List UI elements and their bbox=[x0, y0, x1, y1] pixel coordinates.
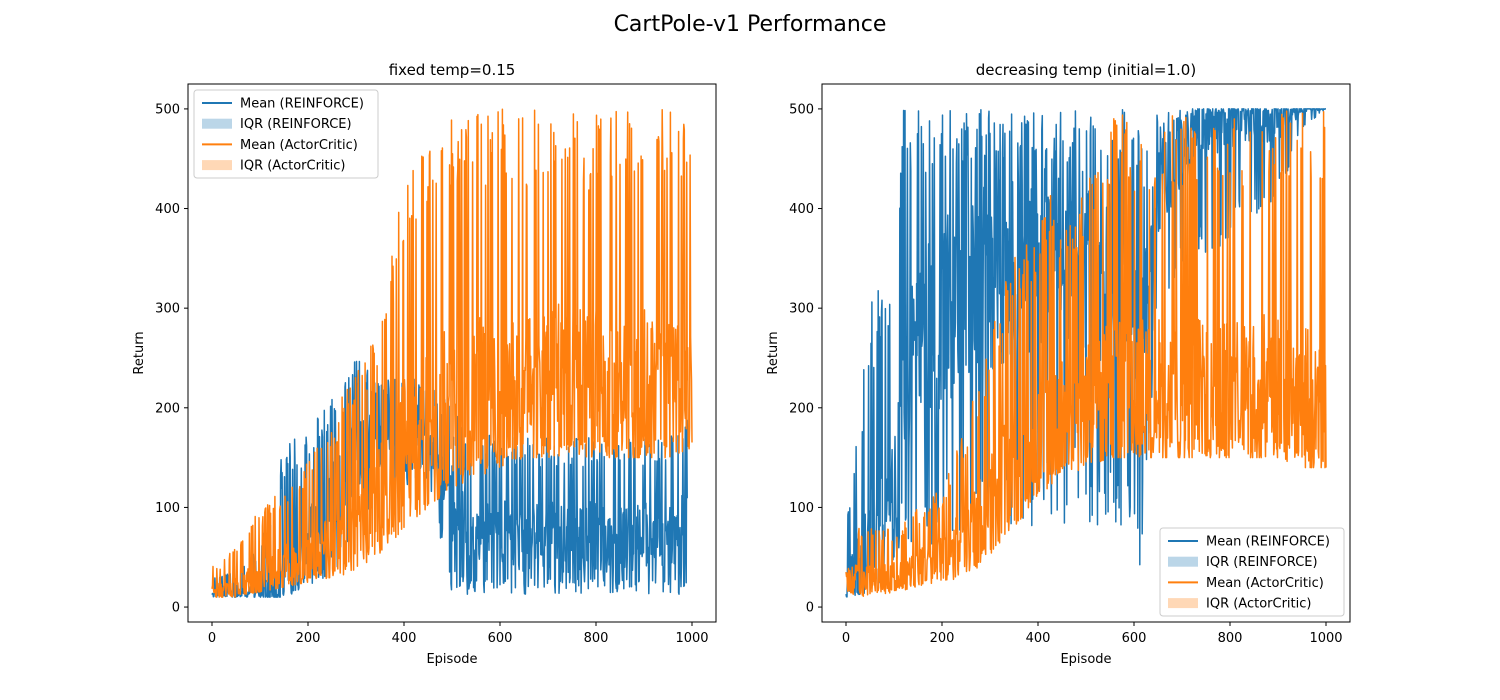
x-axis-label: Episode bbox=[426, 652, 477, 667]
x-tick-label: 800 bbox=[1218, 631, 1243, 646]
y-axis-label: Return bbox=[132, 331, 147, 374]
x-tick-label: 600 bbox=[1122, 631, 1147, 646]
series-line-actorcritic bbox=[845, 110, 1327, 597]
x-tick-label: 400 bbox=[1026, 631, 1051, 646]
series-line-actorcritic bbox=[211, 108, 693, 598]
y-tick-label: 400 bbox=[155, 202, 180, 217]
legend: Mean (REINFORCE) IQR (REINFORCE) Mean (Act… bbox=[193, 89, 379, 179]
y-tick-label: 300 bbox=[789, 302, 814, 317]
legend-label: Mean (REINFORCE) bbox=[1206, 535, 1330, 550]
legend-swatch-band bbox=[202, 118, 232, 129]
axes-frame bbox=[187, 83, 717, 623]
legend-swatch-band bbox=[202, 160, 232, 171]
series-line-reinforce bbox=[845, 108, 1327, 598]
legend-box bbox=[1159, 527, 1345, 617]
panel-title: fixed temp=0.15 bbox=[389, 61, 516, 79]
y-tick-label: 100 bbox=[155, 501, 180, 516]
legend: Mean (REINFORCE) IQR (REINFORCE) Mean (Act… bbox=[1159, 527, 1345, 617]
x-tick-label: 1000 bbox=[1309, 631, 1342, 646]
x-tick-label: 200 bbox=[930, 631, 955, 646]
legend-swatch-band bbox=[1168, 598, 1198, 609]
legend-label: IQR (ActorCritic) bbox=[1206, 597, 1311, 612]
x-tick-label: 200 bbox=[296, 631, 321, 646]
y-tick-label: 300 bbox=[155, 302, 180, 317]
legend-box bbox=[193, 89, 379, 179]
y-tick-label: 0 bbox=[172, 601, 180, 616]
figure-title: CartPole-v1 Performance bbox=[614, 12, 887, 37]
legend-swatch-band bbox=[1168, 556, 1198, 567]
x-tick-label: 1000 bbox=[675, 631, 708, 646]
y-tick-label: 100 bbox=[789, 501, 814, 516]
x-axis-label: Episode bbox=[1060, 652, 1111, 667]
legend-label: IQR (ActorCritic) bbox=[240, 159, 345, 174]
axes-frame bbox=[821, 83, 1351, 623]
panel-2: 0 200 400 600 800 1000 0 100 200 300 400 500 decreas… bbox=[766, 61, 1351, 667]
panel-title: decreasing temp (initial=1.0) bbox=[976, 61, 1196, 79]
x-tick-label: 0 bbox=[842, 631, 850, 646]
y-tick-label: 500 bbox=[789, 102, 814, 117]
legend-label: Mean (ActorCritic) bbox=[240, 138, 358, 153]
y-tick-label: 500 bbox=[155, 102, 180, 117]
legend-label: Mean (ActorCritic) bbox=[1206, 576, 1324, 591]
x-tick-label: 400 bbox=[392, 631, 417, 646]
y-tick-label: 400 bbox=[789, 202, 814, 217]
series-line-reinforce bbox=[211, 360, 688, 598]
legend-label: Mean (REINFORCE) bbox=[240, 97, 364, 112]
x-tick-label: 600 bbox=[488, 631, 513, 646]
y-tick-label: 200 bbox=[155, 401, 180, 416]
panel-1: 0 200 400 600 800 1000 0 100 200 300 400 500 fixed t… bbox=[132, 61, 717, 667]
legend-label: IQR (REINFORCE) bbox=[240, 117, 352, 132]
y-tick-label: 0 bbox=[806, 601, 814, 616]
x-tick-label: 0 bbox=[208, 631, 216, 646]
y-tick-label: 200 bbox=[789, 401, 814, 416]
y-axis-label: Return bbox=[766, 331, 781, 374]
x-tick-label: 800 bbox=[584, 631, 609, 646]
legend-label: IQR (REINFORCE) bbox=[1206, 555, 1318, 570]
